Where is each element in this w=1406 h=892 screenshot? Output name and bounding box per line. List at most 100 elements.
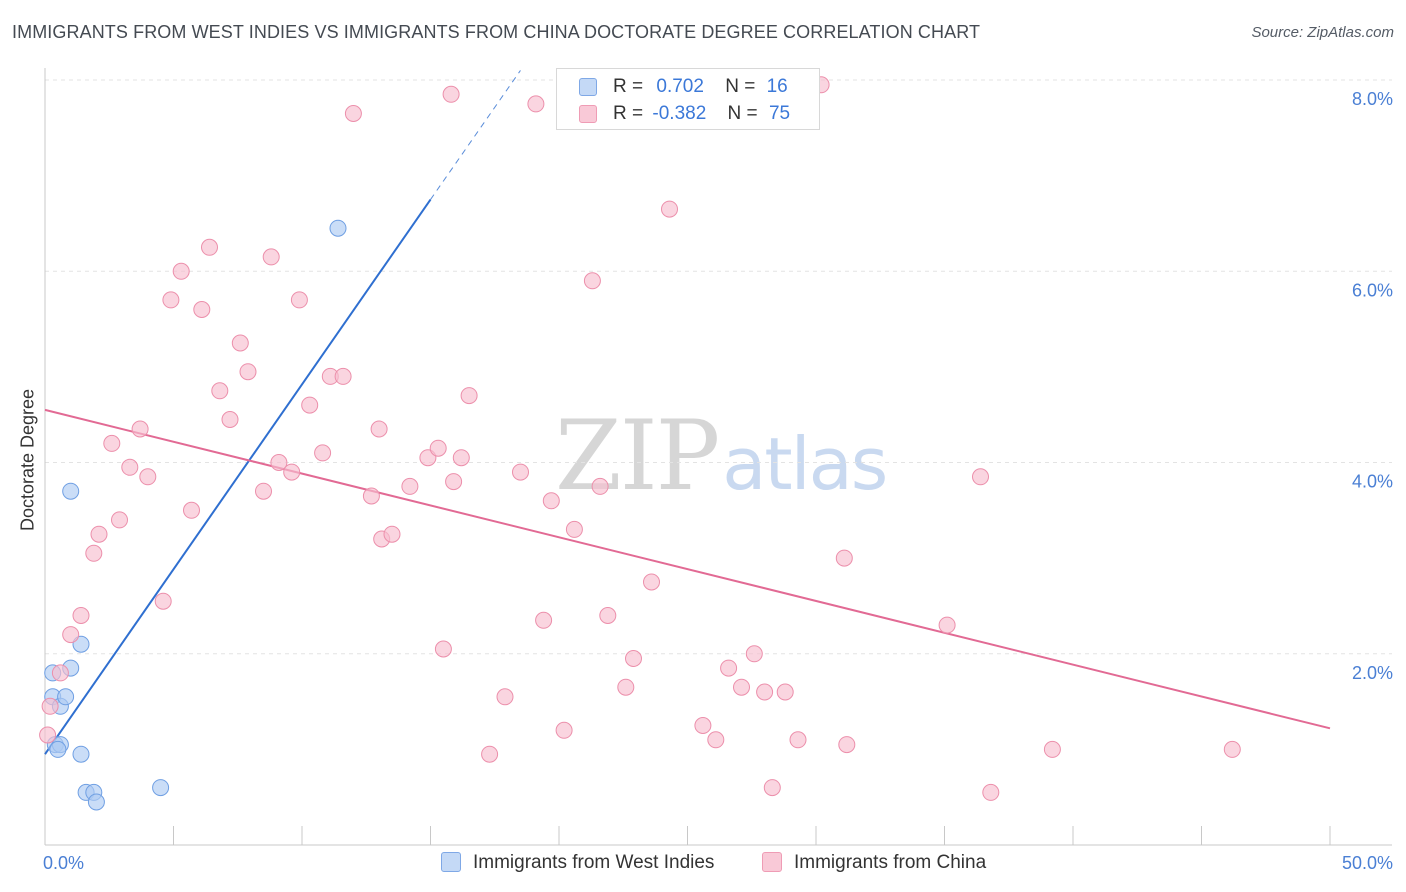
point-china [1043, 740, 1061, 758]
point-china [1223, 740, 1241, 758]
legend-n-value: 75 [768, 103, 791, 124]
point-west-indies [87, 793, 105, 811]
point-china [121, 458, 139, 476]
point-china [41, 697, 59, 715]
point-china [255, 482, 272, 500]
point-china [401, 477, 419, 495]
y-tick-label: 8.0% [1352, 89, 1393, 109]
chart-title: IMMIGRANTS FROM WEST INDIES VS IMMIGRANT… [12, 22, 981, 42]
point-china [72, 607, 90, 624]
point-west-indies [329, 219, 347, 237]
legend-n-label: N = [725, 76, 756, 97]
point-china [111, 511, 128, 529]
watermark-zip: ZIP [555, 400, 720, 512]
point-china [162, 291, 180, 309]
point-china [643, 573, 660, 591]
legend-r-value: -0.382 [652, 103, 707, 124]
point-china [542, 492, 560, 510]
legend-swatch-pink [579, 105, 597, 123]
point-china [481, 745, 499, 763]
point-china [193, 301, 211, 318]
point-china [183, 501, 200, 519]
point-china [154, 592, 172, 610]
point-china [535, 611, 553, 629]
point-west-indies [152, 779, 170, 797]
point-china [334, 367, 352, 385]
legend-r-value: 0.702 [656, 76, 704, 97]
point-west-indies [62, 482, 80, 500]
point-china [201, 238, 218, 256]
series-label-west-indies: Immigrants from West Indies [473, 852, 715, 873]
point-china [231, 334, 249, 352]
point-west-indies [49, 740, 67, 758]
point-china [301, 396, 319, 414]
point-china [938, 616, 956, 634]
point-china [527, 95, 545, 113]
legend-r-label: R = [613, 76, 644, 97]
point-china [555, 721, 573, 739]
point-china [90, 525, 108, 543]
point-china [733, 678, 750, 696]
point-china [314, 444, 332, 462]
point-china [434, 640, 452, 658]
trend-line-west-indies [44, 198, 432, 755]
point-china [290, 291, 308, 309]
trend-line-west-indies-extension [430, 70, 521, 200]
point-china [62, 626, 80, 644]
point-china [270, 454, 288, 471]
point-china [756, 683, 774, 701]
series-swatch-pink [762, 852, 782, 872]
data-points [39, 76, 1241, 811]
watermark: ZIPatlas [555, 400, 888, 512]
trend-lines [44, 70, 1331, 755]
legend-n-value: 16 [766, 76, 788, 97]
axes [44, 68, 1392, 846]
point-china [221, 411, 239, 428]
point-china [625, 650, 642, 667]
series-legend: Immigrants from West Indies Immigrants f… [0, 852, 1406, 878]
legend-text-china: R = -0.382 N = 75 [613, 103, 790, 125]
correlation-legend: R = 0.702 N = 16 R = -0.382 N = 75 [556, 68, 820, 130]
point-china [583, 272, 601, 290]
point-china [565, 520, 583, 538]
point-west-indies [57, 688, 75, 706]
point-china [370, 420, 388, 438]
point-china [362, 487, 380, 505]
point-west-indies [72, 745, 90, 763]
point-china [103, 434, 121, 452]
trend-line-china [44, 408, 1331, 730]
point-china [763, 779, 781, 797]
point-china [51, 664, 69, 682]
y-tick-label: 2.0% [1352, 663, 1393, 683]
point-china [239, 363, 257, 381]
point-china [720, 659, 738, 677]
tick-labels: 2.0% 4.0% 6.0% 8.0% 0.0% 50.0% [43, 89, 1393, 873]
point-china [85, 544, 103, 562]
point-china [745, 645, 763, 663]
legend-text-west-indies: R = 0.702 N = 16 [613, 76, 788, 98]
x-tick-label: 0.0% [43, 853, 84, 873]
point-china [283, 463, 301, 481]
point-china [661, 200, 678, 218]
point-china [262, 248, 280, 266]
point-china [776, 683, 794, 701]
point-china [835, 549, 853, 567]
point-china [599, 607, 617, 624]
point-china [789, 731, 807, 749]
point-china [139, 468, 157, 486]
point-china [707, 731, 725, 749]
point-china [383, 525, 401, 543]
legend-n-label: N = [727, 103, 758, 124]
point-china [460, 387, 478, 405]
point-china [982, 783, 1000, 801]
point-china [344, 105, 362, 122]
point-china [172, 262, 190, 280]
point-china [838, 736, 856, 754]
point-china [694, 717, 712, 734]
series-swatch-blue [441, 852, 461, 872]
point-china [445, 473, 463, 491]
y-tick-label: 4.0% [1352, 472, 1393, 492]
point-china [591, 477, 609, 495]
point-china [442, 85, 460, 103]
